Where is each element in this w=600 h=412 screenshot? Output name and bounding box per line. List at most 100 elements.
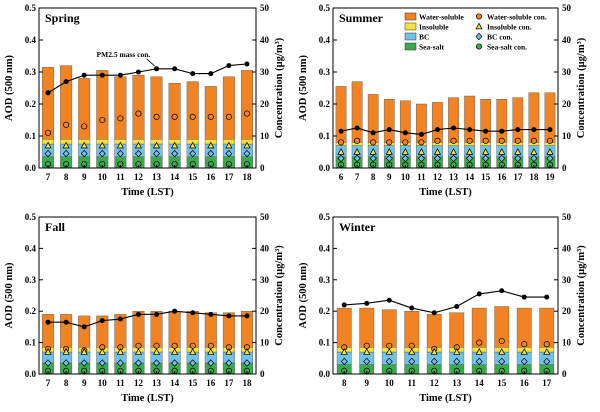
marker-insoluble-con <box>417 148 425 155</box>
marker-water-soluble-con <box>546 137 554 144</box>
marker-water-soluble-con <box>418 139 425 146</box>
pm25-point <box>499 288 505 294</box>
marker-water-soluble-con <box>337 139 345 146</box>
marker-insoluble-con <box>44 348 52 355</box>
x-tick-label: 17 <box>513 172 523 182</box>
pm25-point <box>190 310 196 316</box>
legend-swatch <box>404 32 417 41</box>
x-axis-label: Time (LST) <box>121 393 174 404</box>
pm25-point <box>226 63 232 69</box>
pm25-point <box>81 324 87 330</box>
pm25-point <box>431 310 437 316</box>
panel-title: Winter <box>339 220 376 234</box>
pm25-point <box>172 308 178 314</box>
pm25-point <box>454 303 460 309</box>
marker-insoluble-con <box>207 141 215 149</box>
pm25-point <box>515 127 521 133</box>
bar-water-soluble <box>336 307 352 348</box>
y2-tick-label: 40 <box>260 243 270 253</box>
x-tick-label: 10 <box>401 172 411 182</box>
x-tick-label: 16 <box>206 172 216 182</box>
marker-insoluble-con <box>98 348 106 355</box>
marker-bc-con <box>134 149 142 158</box>
marker-bc-con <box>225 359 233 367</box>
pm25-line <box>344 290 547 314</box>
y2-tick-label: 0 <box>260 369 265 379</box>
x-tick-label: 16 <box>520 378 530 388</box>
y-tick-label: 0.1 <box>319 338 331 348</box>
marker-bc-con <box>171 359 179 367</box>
pm25-point <box>434 127 440 133</box>
x-tick-label: 13 <box>152 378 162 388</box>
marker-bc-con <box>498 357 506 366</box>
y2-tick-label: 50 <box>260 3 270 13</box>
legend-swatch <box>475 13 483 20</box>
marker-bc-con <box>62 359 70 367</box>
bar-water-soluble <box>96 70 109 140</box>
pm25-line <box>340 127 550 135</box>
bar-water-soluble <box>464 95 475 143</box>
bar-water-soluble <box>404 311 420 348</box>
marker-water-soluble-con <box>514 137 521 144</box>
x-tick-label: 10 <box>385 378 395 388</box>
pm25-line <box>48 310 247 328</box>
pm25-point <box>531 127 537 133</box>
y-axis-label: AOD (500 nm) <box>4 55 15 121</box>
pm25-point <box>364 300 370 306</box>
bar-water-soluble <box>42 314 55 348</box>
y2-axis-label: Concentration (µg/m³) <box>576 245 587 346</box>
marker-water-soluble-con <box>450 137 457 144</box>
pm25-point <box>99 72 105 78</box>
x-tick-label: 12 <box>134 378 144 388</box>
y2-tick-label: 10 <box>562 131 572 141</box>
marker-insoluble-con <box>189 141 197 149</box>
pm25-point <box>483 128 489 134</box>
legend-label: Sea-salt con. <box>487 43 527 52</box>
pm25-point <box>45 90 51 96</box>
x-tick-label: 18 <box>242 378 252 388</box>
marker-water-soluble-con <box>189 113 196 120</box>
marker-water-soluble-con <box>243 110 251 117</box>
marker-insoluble-con <box>116 348 124 355</box>
y-tick-label: 0.0 <box>319 369 331 379</box>
x-tick-label: 15 <box>497 378 507 388</box>
bar-water-soluble <box>359 307 375 348</box>
x-tick-label: 16 <box>497 172 507 182</box>
marker-water-soluble-con <box>354 137 361 144</box>
marker-water-soluble-con <box>363 342 370 349</box>
marker-water-soluble-con <box>44 129 52 136</box>
y-tick-label: 0.2 <box>319 99 331 109</box>
marker-insoluble-con <box>80 141 88 149</box>
y-axis-label: AOD (500 nm) <box>4 262 15 328</box>
marker-bc-con <box>62 149 70 158</box>
pm25-point <box>63 79 69 85</box>
bar-water-soluble <box>432 102 443 143</box>
x-tick-label: 13 <box>449 172 459 182</box>
y-tick-label: 0.3 <box>25 67 37 77</box>
marker-bc-con <box>153 149 161 158</box>
y2-tick-label: 40 <box>562 243 572 253</box>
bar-water-soluble <box>496 98 508 143</box>
y-tick-label: 0.2 <box>319 306 331 316</box>
y2-tick-label: 0 <box>562 369 567 379</box>
marker-water-soluble-con <box>171 342 178 349</box>
plot-frame <box>38 7 257 169</box>
bar-water-soluble <box>78 315 91 348</box>
panel-fall: 0.0 0.1 0.2 0.3 0.4 0.5 0 10 20 30 40 50 7 8 9 10 11 12 13… <box>4 212 285 404</box>
marker-water-soluble-con <box>135 110 142 117</box>
pm25-point <box>117 316 123 322</box>
marker-water-soluble-con <box>530 137 537 144</box>
y2-tick-label: 40 <box>260 35 270 45</box>
legend-swatch <box>404 22 417 31</box>
marker-bc-con <box>134 359 142 367</box>
bar-water-soluble <box>204 312 217 348</box>
y-tick-label: 0.4 <box>25 35 37 45</box>
x-tick-label: 13 <box>452 378 462 388</box>
pm25-point <box>476 291 482 297</box>
marker-insoluble-con <box>80 348 88 355</box>
pm25-point <box>117 72 123 78</box>
pm25-point <box>81 72 87 78</box>
pm25-point <box>135 311 141 317</box>
panel-title: Summer <box>339 11 384 25</box>
marker-water-soluble-con <box>543 341 550 348</box>
